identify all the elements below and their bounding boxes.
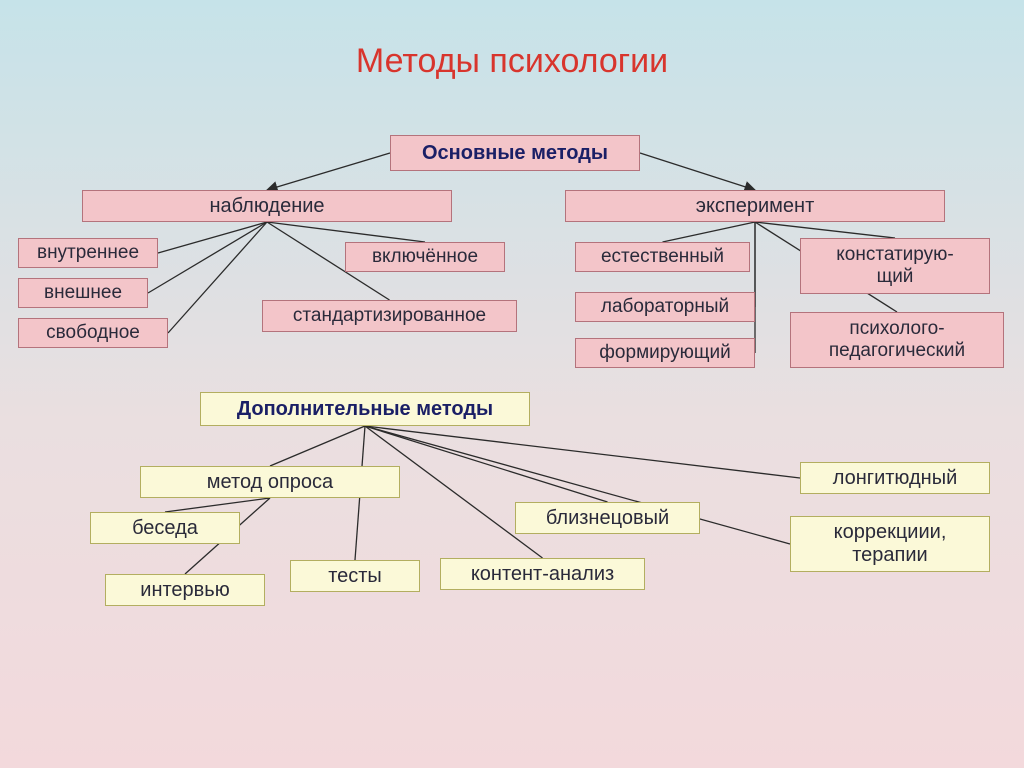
node-twin: близнецовый [515, 502, 700, 534]
node-outer: внешнее [18, 278, 148, 308]
node-lab: лабораторный [575, 292, 755, 322]
node-forming: формирующий [575, 338, 755, 368]
node-survey: метод опроса [140, 466, 400, 498]
node-longi: лонгитюдный [800, 462, 990, 494]
node-natural: естественный [575, 242, 750, 272]
node-standard: стандартизированное [262, 300, 517, 332]
node-included: включённое [345, 242, 505, 272]
node-psyped: психолого- педагогический [790, 312, 1004, 368]
node-observe: наблюдение [82, 190, 452, 222]
page-title: Методы психологии [0, 42, 1024, 81]
node-inner: внутреннее [18, 238, 158, 268]
node-talk: беседа [90, 512, 240, 544]
node-tests: тесты [290, 560, 420, 592]
diagram-stage: Методы психологии Основные методы наблюде… [0, 0, 1024, 768]
node-ascert: констатирую- щий [800, 238, 990, 294]
node-main: Основные методы [390, 135, 640, 171]
node-corr: коррекциии, терапии [790, 516, 990, 572]
node-experiment: эксперимент [565, 190, 945, 222]
node-free: свободное [18, 318, 168, 348]
node-additional: Дополнительные методы [200, 392, 530, 426]
node-content: контент-анализ [440, 558, 645, 590]
node-interview: интервью [105, 574, 265, 606]
